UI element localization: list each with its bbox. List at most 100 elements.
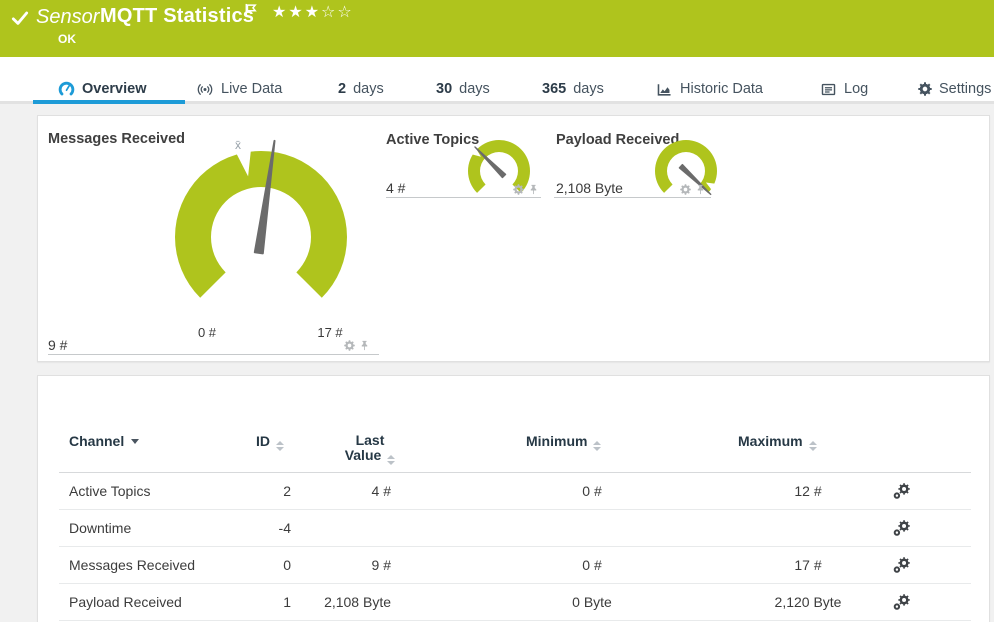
gears-icon	[893, 482, 910, 499]
cell-last-value: 9 #	[371, 557, 391, 573]
gauge-action-icons	[344, 340, 370, 351]
cell-id: 0	[283, 557, 291, 573]
active-topics-gauge	[468, 139, 530, 193]
tab-label: days	[573, 81, 604, 97]
gears-icon	[893, 556, 910, 573]
gear-icon[interactable]	[680, 184, 691, 195]
active-topics-value: 4 #	[386, 180, 406, 196]
stars-empty: ☆☆	[321, 4, 354, 21]
tab-live-data[interactable]: Live Data	[196, 79, 282, 99]
cell-id: -4	[278, 520, 291, 536]
tab-label: Log	[844, 81, 869, 97]
cell-minimum	[512, 510, 672, 546]
gauge-title-active-topics: Active Topics	[386, 132, 480, 148]
tab-number: 30	[436, 81, 453, 97]
column-header-channel[interactable]: Channel	[69, 433, 140, 449]
gears-icon	[893, 519, 910, 536]
channel-settings-button[interactable]	[891, 473, 911, 509]
tab-label: days	[459, 81, 490, 97]
sensor-header-bar: Sensor MQTT Statistics ★★★☆☆ OK	[0, 0, 994, 57]
priority-stars[interactable]: ★★★☆☆	[272, 2, 354, 22]
gauge-needle	[253, 139, 276, 255]
gears-icon	[893, 593, 910, 610]
messages-received-value: 9 #	[48, 337, 68, 353]
cell-maximum: 17 #	[794, 557, 822, 573]
gauge-action-icons	[513, 184, 539, 195]
cell-last-value: 2,108 Byte	[324, 594, 391, 610]
cell-minimum: 0 #	[582, 483, 602, 499]
cell-minimum: 0 Byte	[572, 594, 612, 610]
page-title: MQTT Statistics	[100, 5, 255, 27]
average-notch	[705, 182, 717, 191]
channel-settings-button[interactable]	[891, 510, 911, 546]
table-body: Active Topics 2 4 # 0 # 12 # Downtime -4	[59, 473, 971, 621]
table-row: Payload Received 1 2,108 Byte 0 Byte 2,1…	[59, 584, 971, 621]
gauge-needle	[678, 163, 712, 196]
tab-365-days[interactable]: 365 days	[542, 79, 604, 99]
log-list-icon	[821, 83, 836, 95]
gauges-panel: Messages Received x̄ 0 # 17 # 9 # Active…	[37, 115, 990, 362]
column-header-id[interactable]: ID	[238, 433, 284, 451]
cell-channel: Downtime	[69, 520, 132, 536]
column-header-minimum[interactable]: Minimum	[526, 433, 602, 451]
gauge-action-icons	[680, 184, 706, 195]
tab-30-days[interactable]: 30 days	[436, 79, 490, 99]
gauge-scale-min: 0 #	[197, 325, 217, 340]
pin-icon[interactable]	[695, 184, 706, 195]
cell-channel: Active Topics	[69, 483, 151, 499]
status-ok-check-icon	[11, 11, 29, 25]
cell-id: 2	[283, 483, 291, 499]
sort-icon	[808, 441, 817, 451]
cell-minimum: 0 #	[582, 557, 602, 573]
stars-filled: ★★★	[272, 4, 322, 21]
sort-icon	[593, 441, 602, 451]
gauge-needle	[474, 146, 507, 179]
header-label: Channel	[69, 433, 125, 449]
header-label: Maximum	[738, 433, 803, 449]
table-row: Messages Received 0 9 # 0 # 17 #	[59, 547, 971, 584]
gauge-divider	[554, 197, 711, 198]
priority-flag-icon[interactable]	[244, 3, 258, 18]
cell-channel: Messages Received	[69, 557, 196, 573]
sensor-type-label: Sensor	[36, 6, 100, 28]
cell-maximum: 12 #	[794, 483, 822, 499]
active-tab-indicator	[33, 100, 185, 104]
pin-icon[interactable]	[528, 184, 539, 195]
tab-settings[interactable]: Settings	[918, 79, 991, 99]
column-header-maximum[interactable]: Maximum	[738, 433, 817, 451]
tab-2-days[interactable]: 2 days	[338, 79, 384, 99]
tab-overview[interactable]: Overview	[58, 79, 147, 99]
column-header-last-value[interactable]: Last Value	[330, 433, 410, 465]
gauge-title-messages-received: Messages Received	[48, 131, 186, 147]
tab-label: Overview	[82, 81, 147, 97]
gauge-scale-max: 17 #	[317, 325, 343, 340]
sort-icon	[276, 441, 284, 451]
cell-last-value	[269, 510, 391, 546]
tab-number: 2	[338, 81, 347, 97]
tab-log[interactable]: Log	[820, 79, 868, 99]
channel-settings-button[interactable]	[891, 584, 911, 620]
header-label: Last	[355, 432, 385, 448]
broadcast-icon	[197, 83, 213, 95]
cell-maximum: 2,120 Byte	[774, 594, 842, 610]
sensor-status-badge: OK	[58, 32, 76, 46]
chart-icon	[657, 83, 671, 96]
table-header-divider	[59, 472, 971, 473]
tab-label: Historic Data	[680, 81, 763, 97]
gear-icon[interactable]	[344, 340, 355, 351]
header-label: Minimum	[526, 433, 588, 449]
cell-maximum	[728, 510, 888, 546]
tab-label: Live Data	[221, 81, 283, 97]
average-notch	[470, 147, 481, 157]
sort-icon	[387, 455, 396, 465]
table-row: Downtime -4	[59, 510, 971, 547]
tab-historic-data[interactable]: Historic Data	[656, 79, 763, 99]
gauge-divider	[386, 197, 541, 198]
channel-settings-button[interactable]	[891, 547, 911, 583]
gauge-title-payload-received: Payload Received	[556, 132, 680, 148]
gear-icon	[918, 82, 932, 96]
pin-icon[interactable]	[359, 340, 370, 351]
sort-desc-icon	[131, 439, 140, 444]
gear-icon[interactable]	[513, 184, 524, 195]
